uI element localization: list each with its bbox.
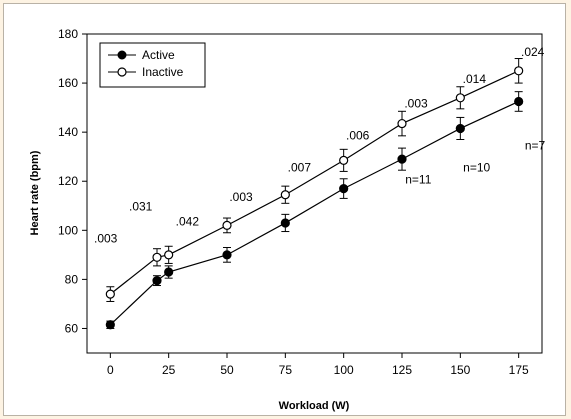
x-tick-label: 100 <box>334 363 354 377</box>
y-tick-label: 120 <box>58 174 78 188</box>
p-value-label: .007 <box>288 160 312 174</box>
legend-label-inactive: Inactive <box>142 65 184 79</box>
data-point-inactive <box>105 289 115 299</box>
y-tick-label: 60 <box>65 321 79 335</box>
data-point-active <box>455 123 465 134</box>
data-point-active <box>280 218 290 228</box>
legend-marker-active <box>117 50 127 60</box>
data-point-inactive <box>164 250 174 260</box>
x-tick-label: 0 <box>107 363 114 377</box>
x-tick-label: 50 <box>220 363 234 377</box>
x-tick-label: 175 <box>509 363 529 377</box>
data-point-active <box>222 250 232 260</box>
data-point-inactive <box>152 252 162 262</box>
annotations-layer: .003 .031 .042 .003 .007 .006 .003 .014 .024 n=11… <box>94 45 546 245</box>
data-point-inactive <box>280 190 290 200</box>
x-tick-label: 25 <box>162 363 176 377</box>
y-tick-label: 160 <box>58 76 78 90</box>
data-point-inactive <box>339 155 349 165</box>
legend: Active Inactive <box>99 42 206 88</box>
x-axis: 0 25 50 75 100 125 150 175 <box>107 353 529 377</box>
series-line-inactive <box>109 70 519 295</box>
legend-box <box>99 42 206 88</box>
p-value-label: .031 <box>129 200 153 214</box>
p-value-label: .003 <box>94 232 118 246</box>
data-point-active <box>514 96 524 107</box>
x-tick-label: 75 <box>279 363 293 377</box>
data-point-inactive <box>455 93 465 103</box>
data-point-inactive <box>514 66 524 76</box>
sample-size-label: n=7 <box>525 138 546 152</box>
chart-frame: 60 80 100 120 140 160 180 0 25 50 75 100 125 150 175 … <box>3 3 566 416</box>
y-tick-label: 100 <box>58 223 78 237</box>
x-tick-label: 125 <box>392 363 412 377</box>
y-axis: 60 80 100 120 140 160 180 <box>58 27 87 335</box>
data-point-active <box>105 320 115 330</box>
data-point-active <box>397 154 407 164</box>
sample-size-label: n=11 <box>405 173 431 187</box>
legend-label-active: Active <box>142 48 175 62</box>
y-tick-label: 80 <box>65 272 79 286</box>
p-value-label: .006 <box>346 129 370 143</box>
legend-marker-inactive <box>117 67 127 77</box>
series-layer <box>105 58 524 330</box>
x-tick-label: 150 <box>450 363 470 377</box>
series-line-active <box>109 100 519 326</box>
data-point-inactive <box>397 118 407 129</box>
y-tick-label: 140 <box>58 125 78 139</box>
p-value-label: .003 <box>229 190 253 204</box>
x-axis-title: Workload (W) <box>279 400 350 412</box>
plot-area <box>86 33 543 354</box>
data-point-inactive <box>222 220 232 230</box>
sample-size-label: n=10 <box>463 160 490 174</box>
p-value-label: .003 <box>404 97 428 111</box>
y-tick-label: 180 <box>58 27 78 41</box>
data-point-active <box>339 183 349 194</box>
p-value-label: .042 <box>176 214 200 228</box>
p-value-label: .024 <box>521 45 545 59</box>
data-point-active <box>152 276 162 286</box>
y-axis-title: Heart rate (bpm) <box>29 150 41 235</box>
p-value-label: .014 <box>463 72 487 86</box>
data-point-active <box>164 267 174 277</box>
